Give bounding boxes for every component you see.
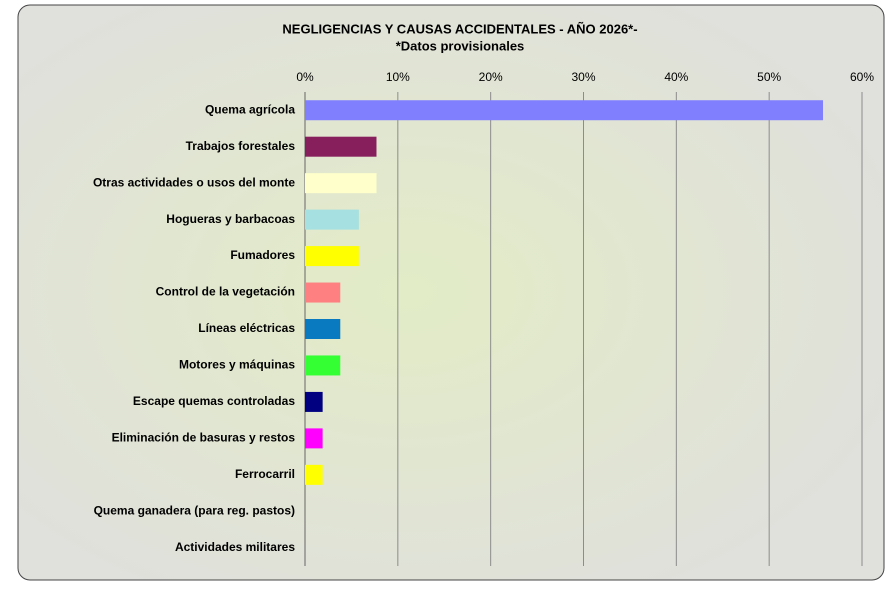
x-tick-label: 30% <box>571 70 595 84</box>
bar <box>305 391 323 412</box>
y-tick-label: Ferrocarril <box>235 467 295 481</box>
bar <box>305 464 323 485</box>
bar <box>305 173 377 194</box>
y-tick-label: Quema ganadera (para reg. pastos) <box>94 503 295 517</box>
bar <box>305 136 377 157</box>
x-tick-label: 10% <box>386 70 410 84</box>
bar <box>305 428 323 449</box>
y-tick-label: Hogueras y barbacoas <box>166 212 295 226</box>
y-tick-label: Control de la vegetación <box>156 285 295 299</box>
bar <box>305 319 341 339</box>
y-tick-label: Quema agrícola <box>205 102 295 116</box>
x-tick-label: 50% <box>757 70 781 84</box>
bar <box>305 209 359 230</box>
y-tick-label: Otras actividades o usos del monte <box>93 175 295 189</box>
x-tick-label: 60% <box>850 70 874 84</box>
bar <box>305 355 341 376</box>
y-tick-label: Motores y máquinas <box>179 358 295 372</box>
bar <box>305 282 341 303</box>
y-tick-label: Escape quemas controladas <box>133 394 295 408</box>
bar <box>305 246 359 267</box>
x-tick-label: 40% <box>664 70 688 84</box>
y-tick-label: Trabajos forestales <box>186 139 296 153</box>
chart-subtitle: *Datos provisionales <box>396 38 525 53</box>
chart-title: NEGLIGENCIAS Y CAUSAS ACCIDENTALES - AÑO… <box>282 21 637 36</box>
x-tick-label: 20% <box>479 70 503 84</box>
y-tick-label: Eliminación de basuras y restos <box>112 431 296 445</box>
x-tick-label: 0% <box>296 70 314 84</box>
y-tick-label: Actividades militares <box>175 540 295 554</box>
bar <box>305 100 824 121</box>
chart-frame <box>17 4 885 581</box>
y-tick-label: Líneas eléctricas <box>198 321 295 335</box>
y-tick-label: Fumadores <box>230 248 295 262</box>
